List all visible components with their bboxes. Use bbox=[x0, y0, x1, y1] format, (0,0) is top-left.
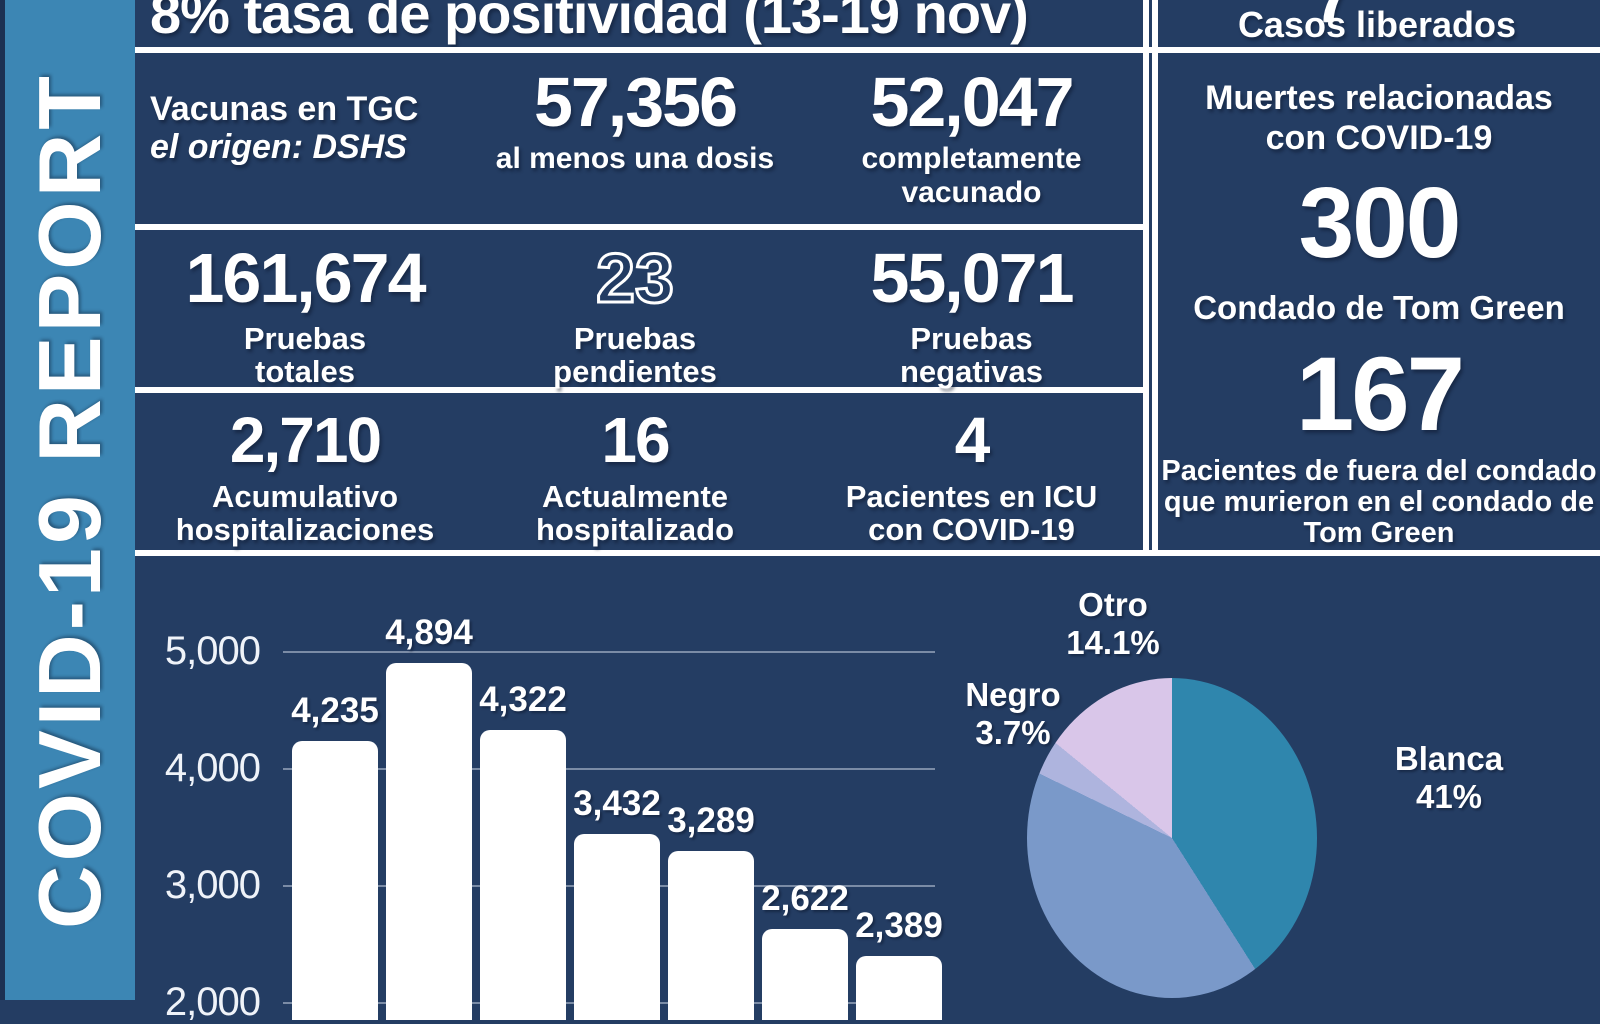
bar-chart-plot: 5,000 4,000 3,000 2,000 4,235 4,894 4,322 3,432… bbox=[0, 553, 950, 1023]
bar bbox=[386, 663, 472, 1020]
pie-label-otro: Otro 14.1% bbox=[1028, 586, 1198, 662]
pie-label-blanca: Blanca 41% bbox=[1364, 740, 1534, 816]
bar-chart-y-tick: 5,000 bbox=[164, 629, 261, 673]
divider-header-bottom bbox=[135, 47, 1600, 53]
pie-label-negro: Negro 3.7% bbox=[928, 676, 1098, 752]
pending-tests-value: 23 bbox=[595, 238, 676, 319]
total-tests-value: 161,674 bbox=[185, 239, 426, 317]
vaccines-title: Vacunas en TGC bbox=[150, 90, 419, 128]
pie-label-negro-name: Negro bbox=[965, 676, 1061, 713]
bar-chart: 5,000 4,000 3,000 2,000 4,235 4,894 4,322 3,432… bbox=[0, 553, 950, 1023]
bar-chart-y-tick: 4,000 bbox=[164, 746, 261, 790]
total-tests-label: Pruebas totales bbox=[243, 321, 367, 389]
bar-chart-gridline bbox=[283, 768, 935, 770]
bar-value-label: 2,622 bbox=[761, 879, 849, 919]
pie-label-otro-name: Otro bbox=[1078, 586, 1148, 623]
released-cases-label: Casos liberados bbox=[1237, 4, 1517, 45]
out-of-county-deaths-label: Pacientes de fuera del condado que murie… bbox=[1161, 455, 1597, 549]
icu-label: Pacientes en ICU con COVID-19 bbox=[845, 479, 1098, 547]
stat-cell-cumulative-hosp: 2,710 Acumulativo hospitalizaciones bbox=[140, 404, 470, 546]
fully-vaccinated-value: 52,047 bbox=[870, 63, 1074, 141]
stat-cell-total-tests: 161,674 Pruebas totales bbox=[140, 238, 470, 388]
deaths-county-label: Condado de Tom Green bbox=[1193, 289, 1565, 326]
bar-value-label: 4,894 bbox=[385, 613, 473, 653]
bar-chart-gridline bbox=[283, 651, 935, 653]
divider-cards-charts bbox=[135, 550, 1600, 556]
current-hosp-value: 16 bbox=[601, 404, 670, 476]
deaths-value: 300 bbox=[1298, 167, 1462, 279]
pie-label-negro-pct: 3.7% bbox=[975, 714, 1051, 751]
bar-chart-y-tick: 3,000 bbox=[164, 863, 261, 907]
stat-cell-pending-tests: 23 Pruebas pendientes bbox=[470, 238, 800, 389]
negative-tests-label: Pruebas negativas bbox=[899, 321, 1043, 389]
pie-label-blanca-pct: 41% bbox=[1415, 778, 1483, 815]
pie-label-blanca-name: Blanca bbox=[1394, 740, 1504, 777]
out-of-county-deaths-value: 167 bbox=[1295, 336, 1465, 453]
cumulative-hosp-label: Acumulativo hospitalizaciones bbox=[175, 479, 435, 547]
sidebar bbox=[5, 0, 135, 1000]
bar bbox=[856, 956, 942, 1020]
bar bbox=[574, 834, 660, 1020]
pie-label-otro-pct: 14.1% bbox=[1066, 624, 1160, 661]
pending-tests-label: Pruebas pendientes bbox=[553, 321, 717, 389]
stat-cell-negative-tests: 55,071 Pruebas negativas bbox=[800, 238, 1143, 388]
bar bbox=[292, 740, 378, 1020]
divider-right-column-left bbox=[1152, 0, 1158, 556]
fully-vaccinated-label: completamente vacunado bbox=[861, 142, 1082, 209]
pie-chart bbox=[1027, 678, 1317, 998]
stat-cell-one-dose: 57,356 al menos una dosis bbox=[470, 62, 800, 176]
divider-row2-row3 bbox=[135, 387, 1143, 393]
released-cases-partial-value: 7 bbox=[1292, 0, 1372, 34]
current-hosp-label: Actualmente hospitalizado bbox=[535, 479, 735, 547]
bar-value-label: 4,235 bbox=[291, 690, 379, 730]
cumulative-hosp-value: 2,710 bbox=[229, 404, 382, 476]
one-dose-label: al menos una dosis bbox=[495, 142, 775, 175]
stat-cell-fully-vaccinated: 52,047 completamente vacunado bbox=[800, 62, 1143, 210]
bar bbox=[668, 851, 754, 1020]
vaccines-subtitle: el origen: DSHS bbox=[150, 128, 407, 166]
page-title: 8% tasa de positividad (13-19 nov) bbox=[150, 0, 1029, 45]
icu-value: 4 bbox=[954, 404, 991, 476]
bar-value-label: 2,389 bbox=[855, 906, 943, 946]
bar-value-label: 3,289 bbox=[667, 801, 755, 841]
divider-main-grid-right bbox=[1143, 0, 1149, 556]
bar bbox=[480, 730, 566, 1020]
divider-row1-row2 bbox=[135, 224, 1143, 230]
stat-cell-icu: 4 Pacientes en ICU con COVID-19 bbox=[800, 404, 1143, 546]
deaths-title: Muertes relacionadas con COVID-19 bbox=[1205, 79, 1553, 157]
bar-value-label: 3,432 bbox=[573, 784, 661, 824]
stat-cell-current-hosp: 16 Actualmente hospitalizado bbox=[470, 404, 800, 546]
stat-cell-vaccines-source: Vacunas en TGC el origen: DSHS bbox=[150, 90, 480, 166]
bar-value-label: 4,322 bbox=[479, 680, 567, 720]
negative-tests-value: 55,071 bbox=[870, 239, 1074, 317]
bar-chart-y-tick: 2,000 bbox=[164, 980, 261, 1024]
left-edge-strip bbox=[0, 0, 5, 1000]
one-dose-value: 57,356 bbox=[533, 63, 738, 141]
